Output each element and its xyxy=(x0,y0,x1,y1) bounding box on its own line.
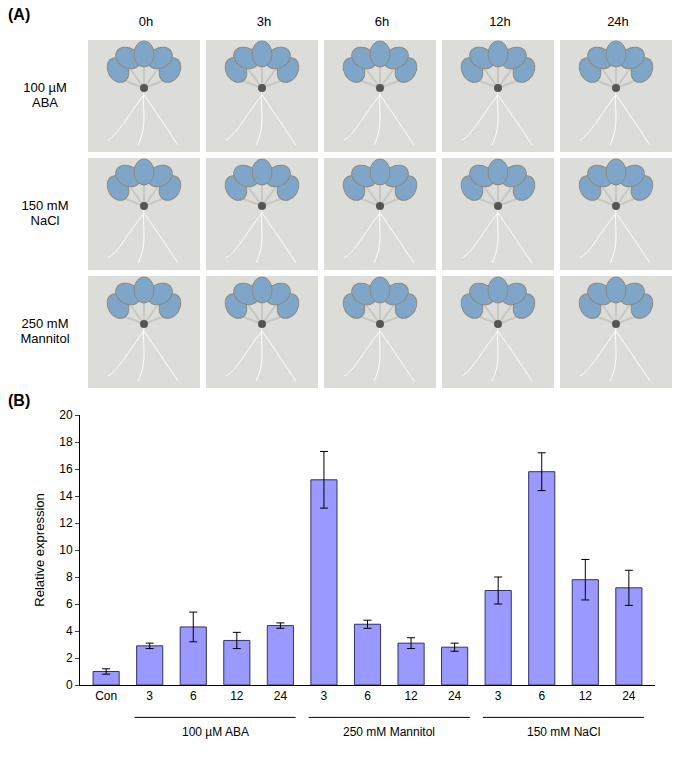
svg-text:150 mM NaCl: 150 mM NaCl xyxy=(527,725,600,739)
svg-text:12: 12 xyxy=(404,689,418,703)
svg-text:Relative expression: Relative expression xyxy=(32,493,47,606)
html-text:250 mM Mannitol: 250 mM Mannitol xyxy=(20,316,70,346)
html-text:12h: 12h xyxy=(489,14,511,29)
html-text:150 mM NaCl: 150 mM NaCl xyxy=(21,198,69,228)
svg-text:6: 6 xyxy=(190,689,197,703)
svg-text:24: 24 xyxy=(274,689,288,703)
svg-text:24: 24 xyxy=(448,689,462,703)
svg-text:250 mM Mannitol: 250 mM Mannitol xyxy=(343,725,435,739)
svg-text:Con: Con xyxy=(95,689,117,703)
svg-text:24: 24 xyxy=(622,689,636,703)
html-text:(A): (A) xyxy=(8,6,31,23)
svg-text:20: 20 xyxy=(59,408,73,422)
svg-text:3: 3 xyxy=(321,689,328,703)
html-text:(B): (B) xyxy=(8,392,31,409)
svg-text:3: 3 xyxy=(146,689,153,703)
svg-text:6: 6 xyxy=(364,689,371,703)
html-text:3h: 3h xyxy=(256,14,272,29)
svg-text:0: 0 xyxy=(66,678,73,692)
svg-text:6: 6 xyxy=(66,597,73,611)
svg-text:8: 8 xyxy=(66,570,73,584)
svg-text:12: 12 xyxy=(59,516,73,530)
svg-text:10: 10 xyxy=(59,543,73,557)
svg-text:12: 12 xyxy=(579,689,593,703)
svg-text:16: 16 xyxy=(59,462,73,476)
svg-text:6: 6 xyxy=(538,689,545,703)
svg-text:18: 18 xyxy=(59,435,73,449)
svg-text:100 µM ABA: 100 µM ABA xyxy=(182,725,249,739)
svg-text:3: 3 xyxy=(495,689,502,703)
html-text:6h: 6h xyxy=(374,14,390,29)
html-text:0h: 0h xyxy=(138,14,154,29)
html-text:100 µM ABA: 100 µM ABA xyxy=(23,80,67,110)
svg-text:14: 14 xyxy=(59,489,73,503)
svg-text:4: 4 xyxy=(66,624,73,638)
html-text:24h: 24h xyxy=(607,14,629,29)
svg-text:12: 12 xyxy=(230,689,244,703)
svg-text:2: 2 xyxy=(66,651,73,665)
